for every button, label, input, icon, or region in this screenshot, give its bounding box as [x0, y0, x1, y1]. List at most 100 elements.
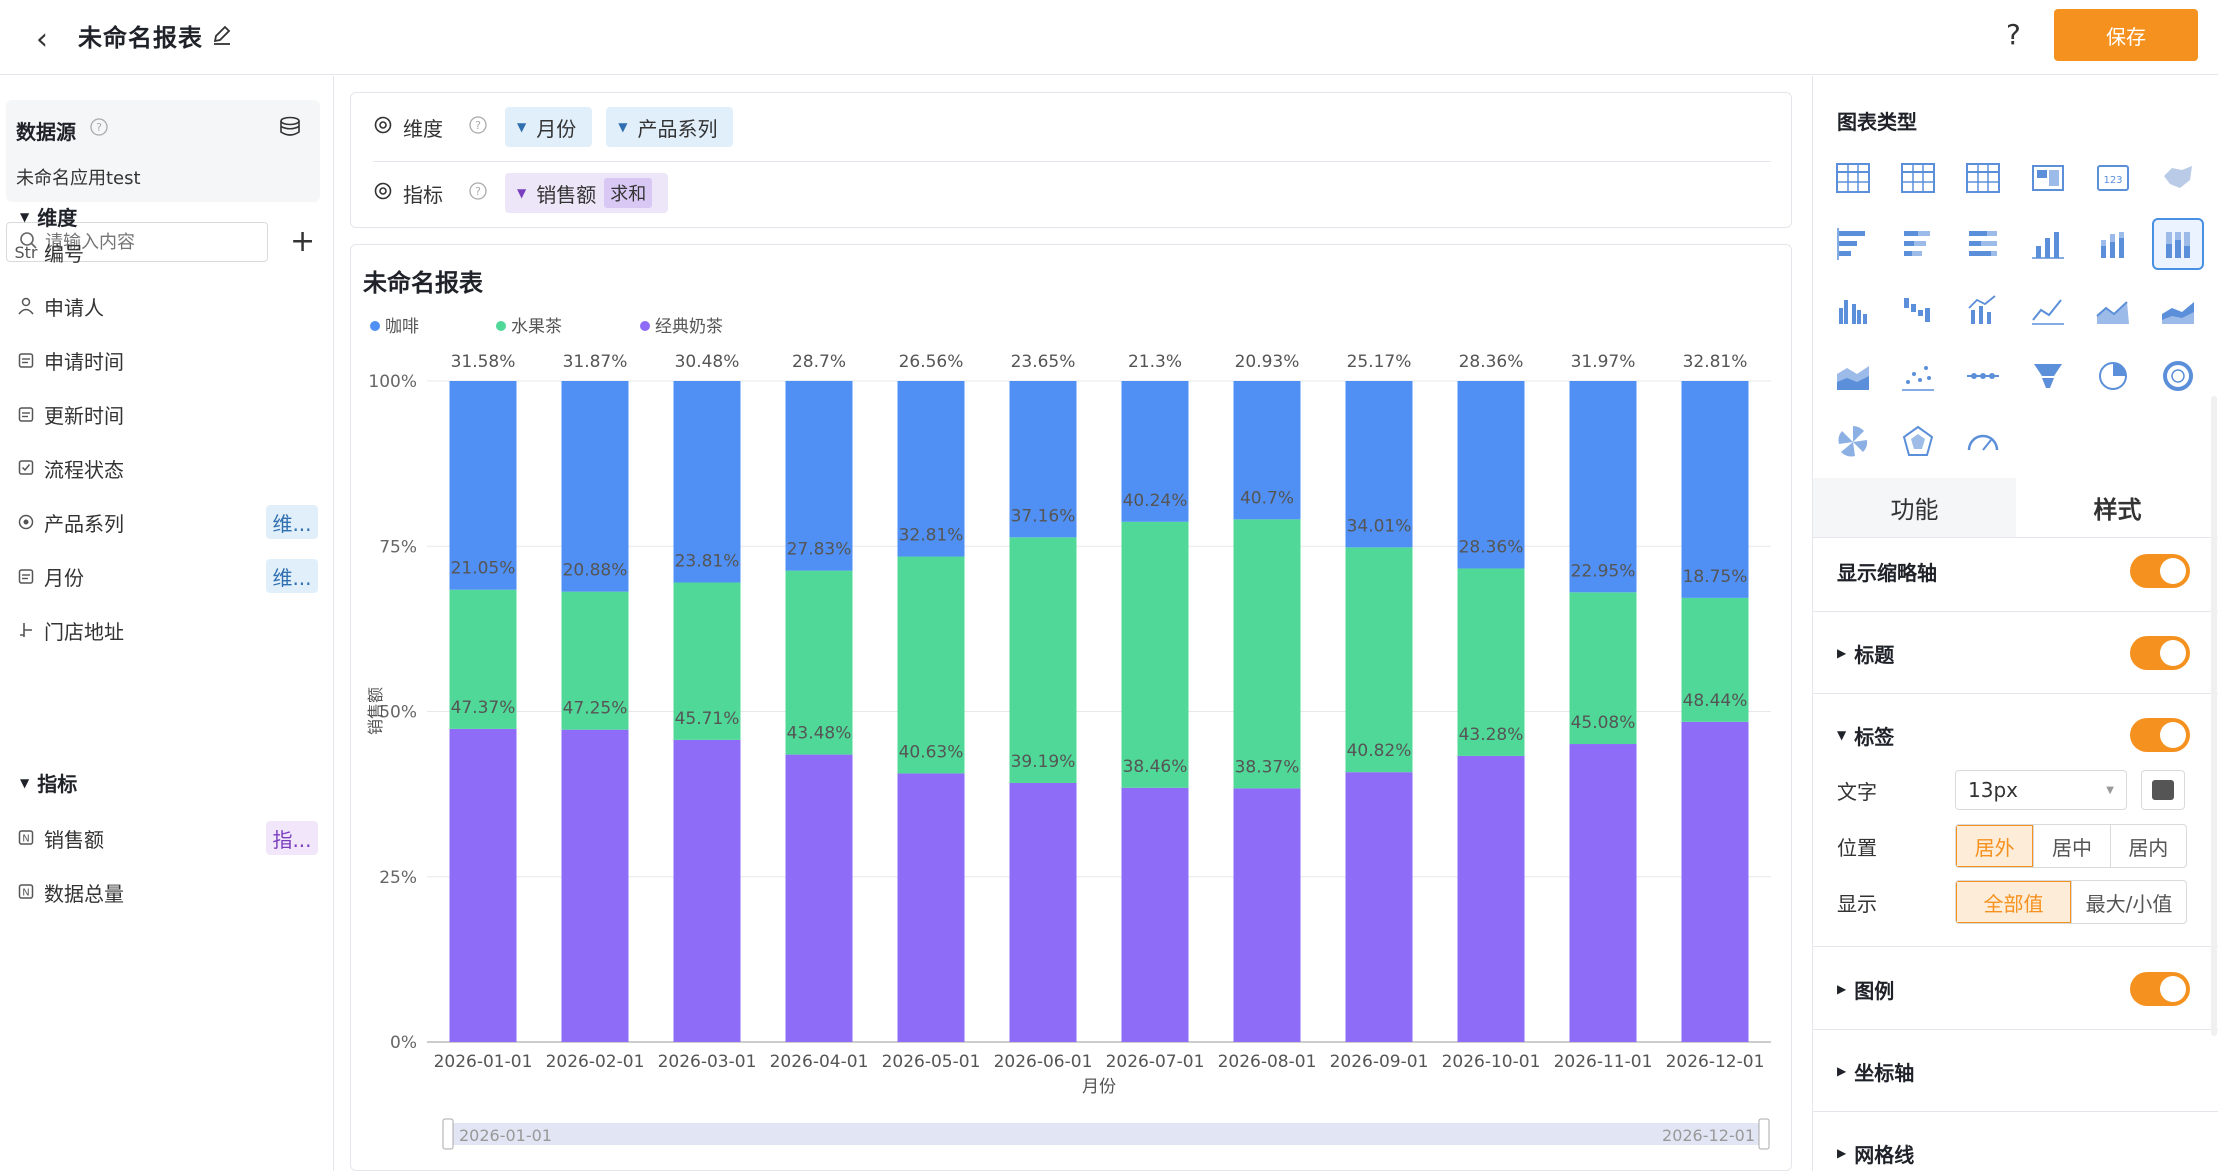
display-segmented: 全部值 最大/小值 [1955, 880, 2187, 924]
dimension-pill[interactable]: ▼ 月份 [505, 107, 593, 147]
field-item[interactable]: 月份 [16, 556, 84, 596]
x-tick-label: 2026-08-01 [1218, 1052, 1317, 1072]
measure-label: 指标 [403, 182, 443, 207]
tab-style[interactable]: 样式 [2093, 496, 2142, 524]
location-icon [16, 621, 36, 639]
label-section-header[interactable]: ▼ 标签 [1837, 715, 2197, 755]
bar-segment [897, 773, 965, 1042]
field-item[interactable]: Str 编号 [15, 232, 85, 272]
bar-segment [1233, 381, 1301, 520]
display-all[interactable]: 全部值 [1956, 881, 2071, 923]
field-item[interactable]: 申请时间 [16, 340, 124, 380]
field-search[interactable] [6, 222, 268, 262]
pivot-table-icon[interactable] [1957, 152, 2009, 204]
title-toggle[interactable] [2130, 636, 2190, 670]
dimension-tag: 维... [266, 505, 318, 539]
axis-section-header[interactable]: ▶ 坐标轴 [1837, 1051, 2197, 1091]
field-label: 门店地址 [44, 619, 124, 644]
position-center[interactable]: 居中 [2033, 825, 2109, 867]
bar-icon[interactable] [1827, 218, 1879, 270]
field-item[interactable]: 流程状态 [16, 448, 124, 488]
label-color-picker[interactable] [2141, 770, 2185, 810]
waterfall-icon[interactable] [1892, 284, 1944, 336]
stacked-percent-bar-chart[interactable]: 咖啡 水果茶 经典奶茶 0% 25% 50% 75% 100% 销售额 2026-01-01 47.… [351, 245, 1791, 1170]
table-icon[interactable] [1827, 152, 1879, 204]
column-icon[interactable] [2022, 218, 2074, 270]
area-icon[interactable] [2087, 284, 2139, 336]
data-label: 23.81% [675, 551, 740, 571]
data-label: 28.36% [1459, 352, 1524, 372]
caret-down-icon: ▼ [517, 120, 527, 134]
add-field-button[interactable]: + [290, 224, 316, 259]
data-label: 21.3% [1128, 352, 1182, 372]
panel-scrollbar[interactable] [2211, 396, 2217, 1036]
bar-segment [449, 381, 517, 590]
chevron-left-icon[interactable]: ‹ [36, 22, 48, 57]
y-axis-label: 销售额 [366, 687, 385, 735]
field-item[interactable]: 门店地址 [16, 610, 124, 650]
measure-group-header[interactable]: ▼ 指标 [20, 768, 77, 797]
line-icon[interactable] [2022, 284, 2074, 336]
bar-segment [1233, 788, 1301, 1042]
dimension-label: 维度 [403, 116, 443, 141]
field-item[interactable]: N 数据总量 [16, 872, 124, 912]
stacked-area-icon[interactable] [2152, 284, 2204, 336]
dimension-group-header[interactable]: ▼ 维度 [20, 202, 77, 231]
title-section-header[interactable]: ▶ 标题 [1837, 633, 2197, 673]
help-circle-icon[interactable]: ? [469, 115, 487, 139]
zoom-axis-toggle[interactable] [2130, 554, 2190, 588]
combo-icon[interactable] [1957, 284, 2009, 336]
label-toggle[interactable] [2130, 718, 2190, 752]
font-size-select[interactable]: 13px ▼ [1955, 770, 2127, 810]
dimension-pill[interactable]: ▼ 产品系列 [606, 107, 734, 147]
position-outside[interactable]: 居外 [1956, 825, 2034, 867]
field-item[interactable]: 产品系列 [16, 502, 124, 542]
field-panel: 数据源 ? 未命名应用test + ▼ 维度 Str 编号 申请人 申请时间 更新… [0, 76, 334, 1171]
help-circle-icon[interactable]: ? [469, 181, 487, 205]
position-inside[interactable]: 居内 [2109, 825, 2186, 867]
legend-section-header[interactable]: ▶ 图例 [1837, 969, 2197, 1009]
display-minmax[interactable]: 最大/小值 [2071, 881, 2186, 923]
stacked-bar-icon[interactable] [1892, 218, 1944, 270]
dot-line-icon[interactable] [1957, 350, 2009, 402]
save-button[interactable]: 保存 [2054, 9, 2198, 61]
scatter-icon[interactable] [1892, 350, 1944, 402]
kpi-icon[interactable]: 123 [2087, 152, 2139, 204]
field-item[interactable]: 申请人 [16, 286, 104, 326]
pencil-icon[interactable] [212, 24, 232, 50]
grouped-column-icon[interactable] [1827, 284, 1879, 336]
bar-segment [1009, 381, 1077, 538]
bar-segment [785, 380, 853, 571]
field-label: 编号 [44, 241, 84, 266]
data-label: 28.36% [1459, 537, 1524, 557]
percent-column-icon[interactable] [2152, 218, 2204, 270]
grid-section-header[interactable]: ▶ 网格线 [1837, 1133, 2197, 1173]
percent-area-icon[interactable] [1827, 350, 1879, 402]
radar-icon[interactable] [1892, 416, 1944, 468]
tab-function[interactable]: 功能 [1813, 478, 2016, 537]
legend-marker [496, 321, 506, 331]
help-icon[interactable]: ? [2006, 18, 2021, 51]
bar-segment [1569, 592, 1637, 745]
legend-toggle[interactable] [2130, 972, 2190, 1006]
bar-segment [1121, 521, 1189, 788]
field-label: 申请时间 [44, 349, 124, 374]
ring-icon[interactable] [2152, 350, 2204, 402]
rose-icon[interactable] [1827, 416, 1879, 468]
percent-bar-icon[interactable] [1957, 218, 2009, 270]
database-icon[interactable] [278, 116, 302, 142]
position-segmented: 居外 居中 居内 [1955, 824, 2187, 868]
funnel-icon[interactable] [2022, 350, 2074, 402]
stacked-column-icon[interactable] [2087, 218, 2139, 270]
map-icon[interactable] [2152, 152, 2204, 204]
field-item[interactable]: 更新时间 [16, 394, 124, 434]
search-input[interactable] [45, 231, 245, 253]
x-tick-label: 2026-01-01 [434, 1052, 533, 1072]
gauge-icon[interactable] [1957, 416, 2009, 468]
detail-table-icon[interactable] [1892, 152, 1944, 204]
pie-icon[interactable] [2087, 350, 2139, 402]
card-icon[interactable] [2022, 152, 2074, 204]
help-circle-icon[interactable]: ? [90, 118, 108, 140]
measure-pill[interactable]: ▼ 销售额 求和 [505, 173, 669, 213]
field-item[interactable]: N 销售额 [16, 818, 104, 858]
